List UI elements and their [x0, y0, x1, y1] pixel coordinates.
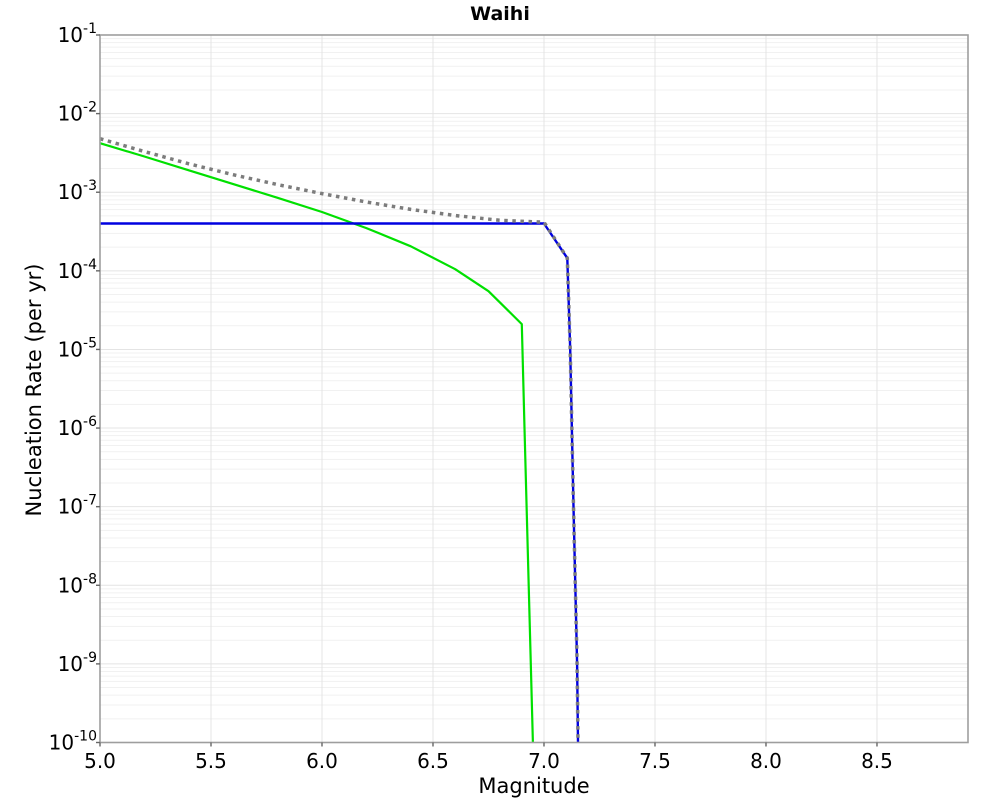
- y-tick-label: 10-4: [58, 257, 98, 283]
- x-tick-label: 7.0: [528, 749, 560, 773]
- y-tick-label: 10-2: [58, 100, 97, 126]
- y-tick-label: 10-3: [58, 178, 97, 204]
- y-tick-label: 10-5: [58, 335, 97, 361]
- y-tick-label: 10-7: [58, 493, 97, 519]
- series-total-rate-dotted: [99, 137, 580, 743]
- y-tick-label: 10-6: [58, 414, 98, 440]
- x-tick-label: 6.0: [306, 749, 338, 773]
- x-tick-label: 6.5: [417, 749, 449, 773]
- chart-title: Waihi: [470, 3, 530, 25]
- x-tick-label: 8.0: [750, 749, 782, 773]
- y-axis-label: Nucleation Rate (per yr): [22, 263, 46, 517]
- y-tick-label: 10-10: [49, 729, 97, 755]
- plot-area: [100, 35, 968, 743]
- x-tick-label: 5.5: [195, 749, 227, 773]
- x-tick-label: 5.0: [84, 749, 116, 773]
- x-axis-label: Magnitude: [478, 774, 590, 798]
- plot-frame: [99, 34, 969, 744]
- series-tapered-gr-rate: [99, 142, 534, 743]
- y-tick-label: 10-1: [58, 21, 97, 47]
- x-tick-label: 8.5: [861, 749, 893, 773]
- x-tick-label: 7.5: [639, 749, 671, 773]
- y-tick-label: 10-9: [58, 650, 97, 676]
- y-tick-label: 10-8: [58, 571, 97, 597]
